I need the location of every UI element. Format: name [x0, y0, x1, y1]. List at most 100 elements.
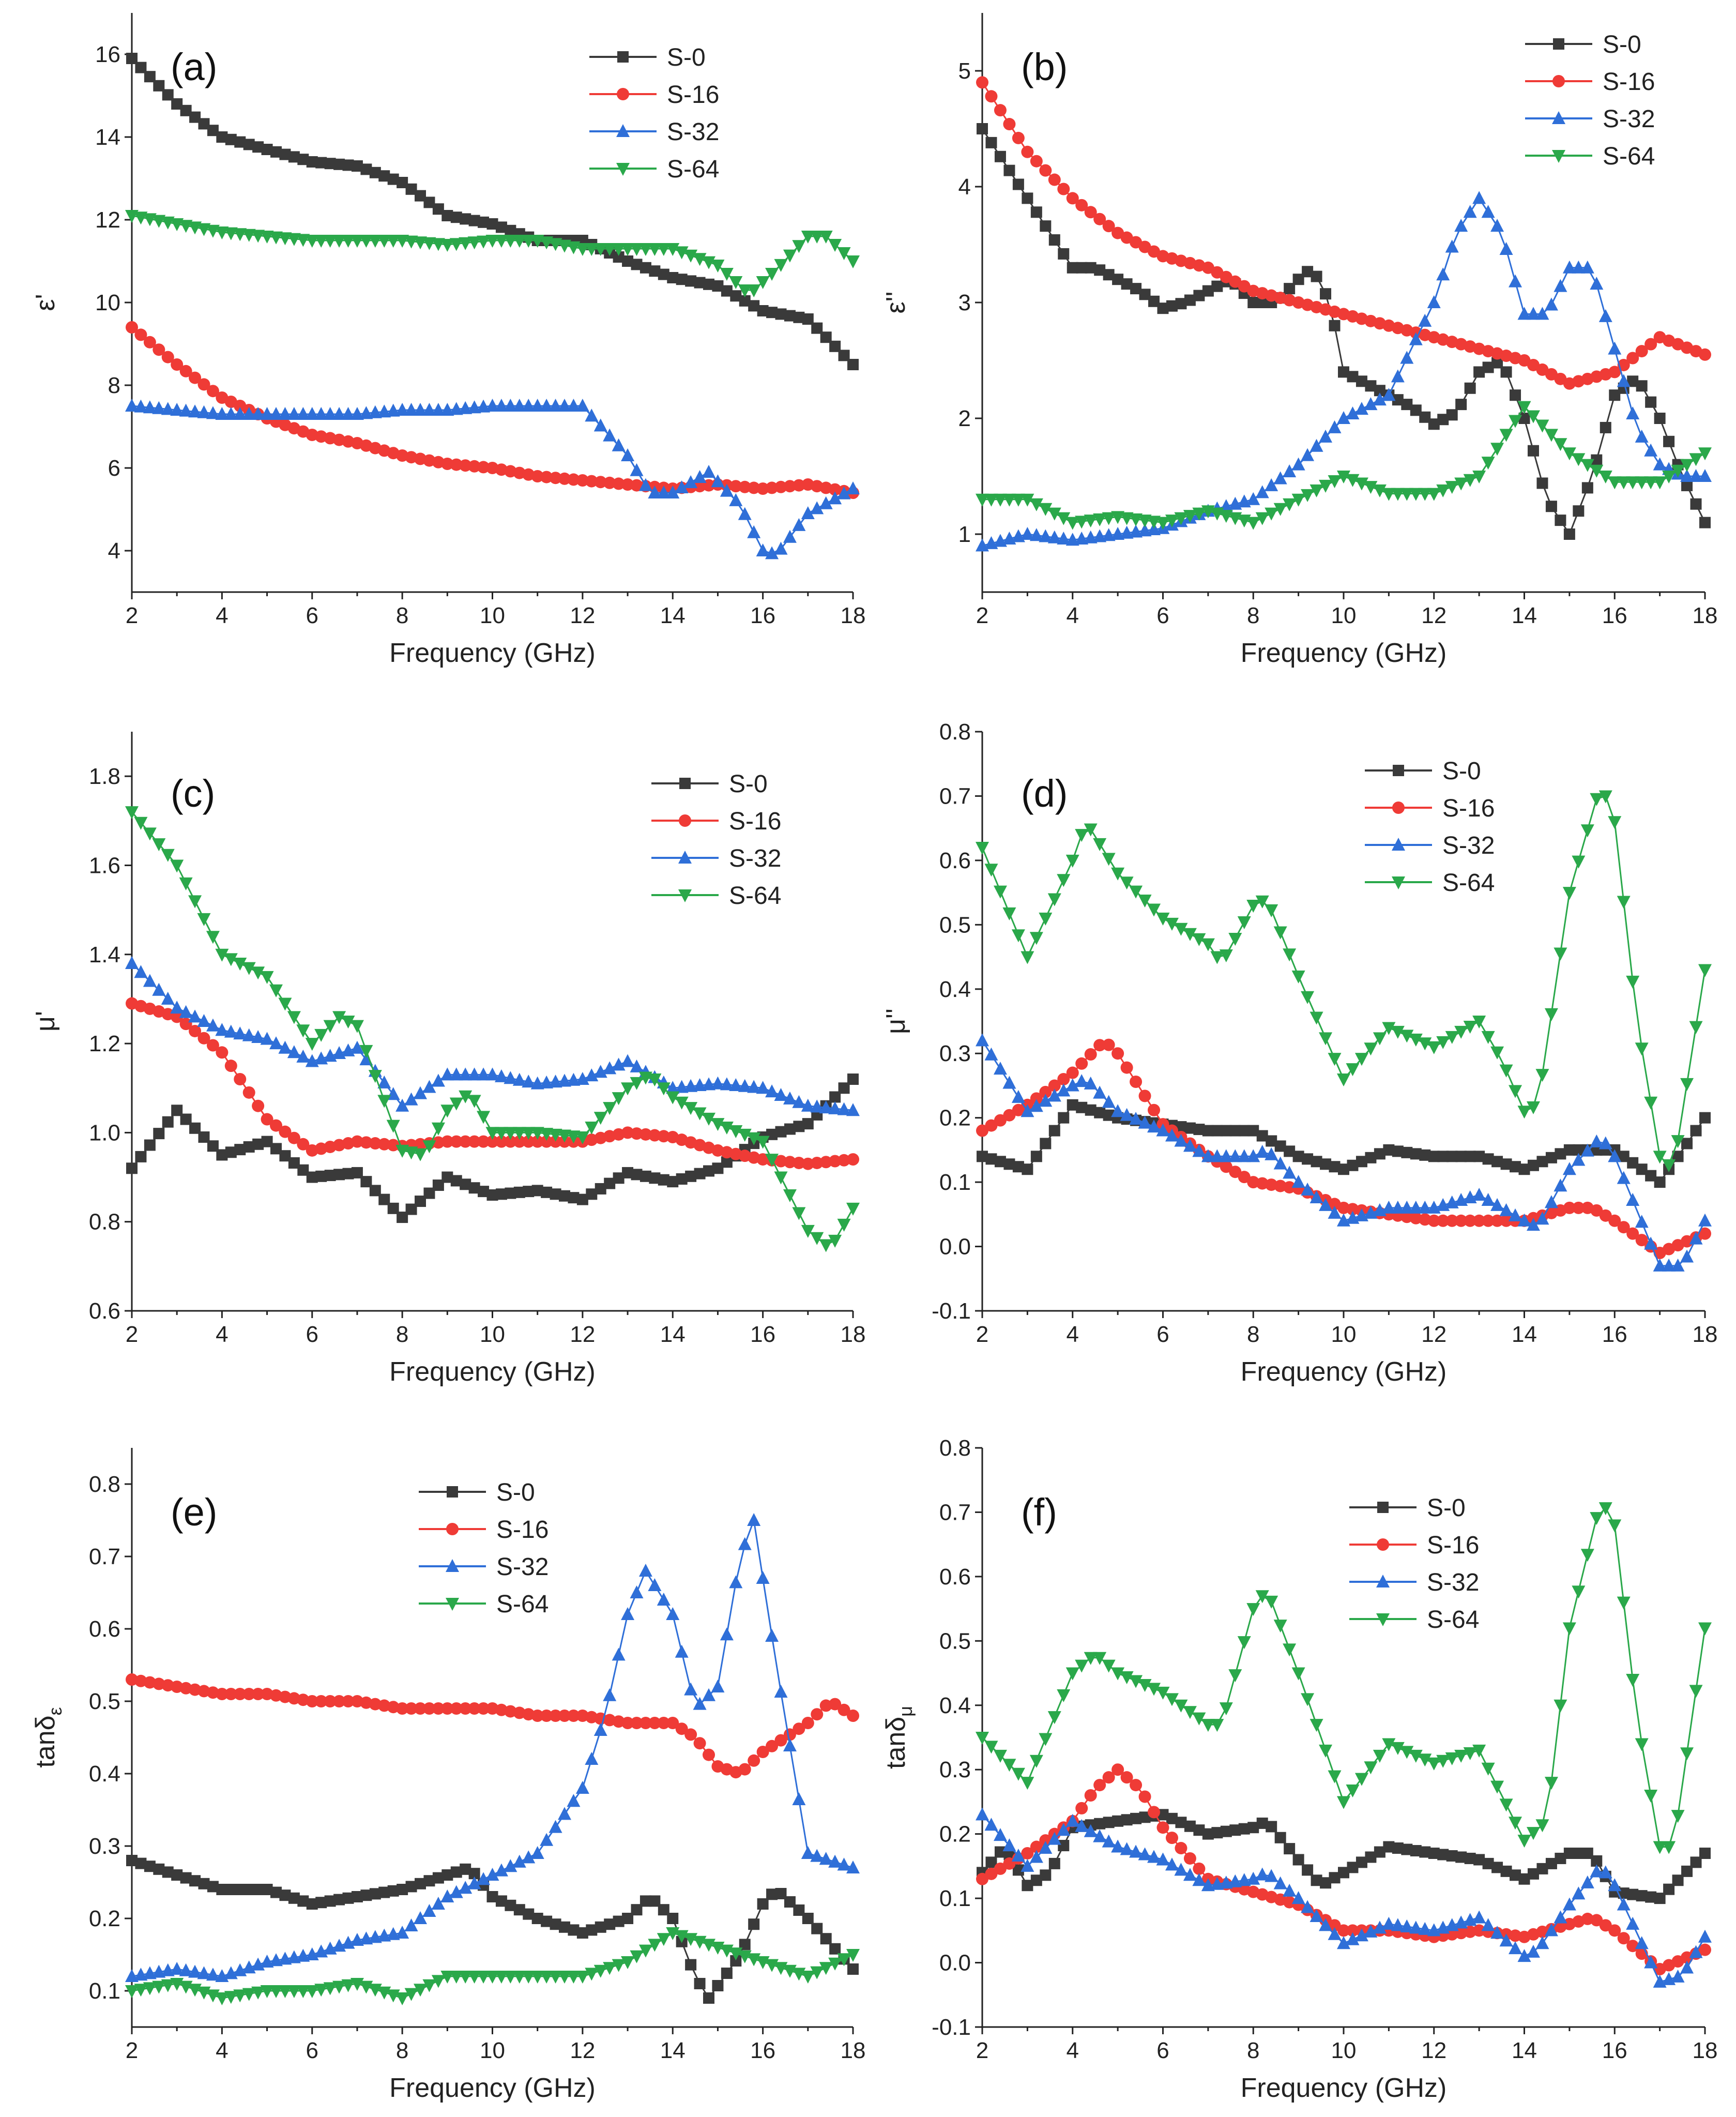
legend-marker-S-64: [1392, 876, 1405, 889]
data-point-S-32: [1490, 1198, 1504, 1211]
data-point-S-0: [1329, 1872, 1341, 1884]
data-point-S-0: [315, 1897, 327, 1909]
y-tick-label: 1.6: [89, 853, 120, 878]
data-point-S-32: [1039, 529, 1053, 542]
data-point-S-16: [1590, 1204, 1603, 1217]
data-point-S-64: [161, 849, 175, 862]
data-point-S-32: [143, 974, 157, 987]
data-point-S-64: [1373, 484, 1387, 497]
data-point-S-32: [459, 1881, 473, 1894]
data-point-S-32: [846, 1861, 860, 1873]
data-point-S-0: [1320, 288, 1332, 300]
data-point-S-64: [1102, 512, 1116, 525]
data-point-S-0: [1266, 1135, 1277, 1147]
data-point-S-32: [377, 404, 391, 418]
data-point-S-32: [675, 480, 689, 493]
data-point-S-0: [415, 1878, 426, 1889]
data-point-S-0: [613, 251, 625, 263]
data-point-S-16: [1445, 1214, 1458, 1227]
data-point-S-0: [1609, 389, 1621, 401]
data-point-S-0: [631, 1169, 643, 1181]
data-point-S-64: [540, 1971, 554, 1984]
data-point-S-32: [846, 1103, 860, 1116]
legend-label: S-16: [1427, 1532, 1479, 1559]
data-point-S-0: [306, 1171, 318, 1183]
data-point-S-16: [558, 1710, 571, 1722]
data-point-S-64: [1002, 907, 1016, 920]
data-point-S-64: [224, 1991, 238, 2004]
data-point-S-32: [522, 399, 536, 412]
data-point-S-32: [143, 400, 157, 414]
data-point-S-16: [333, 1695, 346, 1707]
data-point-S-64: [1283, 1643, 1297, 1657]
data-point-S-64: [585, 1122, 599, 1135]
data-point-S-64: [368, 1070, 382, 1083]
data-point-S-32: [1057, 1083, 1071, 1097]
data-point-S-0: [1067, 1099, 1078, 1111]
legend: S-0S-16S-32S-64: [419, 1479, 549, 1618]
data-point-S-0: [1627, 1157, 1639, 1169]
data-point-S-64: [648, 1073, 662, 1086]
data-point-S-0: [1202, 1828, 1214, 1840]
data-point-S-0: [1094, 1107, 1106, 1118]
data-point-S-64: [593, 243, 607, 256]
data-point-S-0: [576, 1927, 588, 1939]
data-point-S-32: [1228, 1149, 1242, 1162]
data-point-S-0: [1320, 1158, 1332, 1170]
data-point-S-32: [765, 1084, 779, 1098]
data-point-S-0: [1329, 320, 1341, 331]
data-point-S-16: [351, 1135, 363, 1148]
data-point-S-0: [324, 1170, 336, 1182]
x-tick-label: 14: [1512, 2038, 1537, 2063]
data-point-S-32: [1328, 1205, 1342, 1219]
data-point-S-32: [242, 407, 256, 420]
series-line-S-32: [981, 1814, 1706, 1983]
data-point-S-64: [1084, 1652, 1098, 1665]
data-point-S-0: [721, 1968, 733, 1979]
data-point-S-0: [198, 1878, 210, 1889]
data-point-S-64: [332, 1011, 346, 1024]
data-point-S-64: [612, 243, 626, 256]
data-point-S-64: [1084, 515, 1098, 528]
data-point-S-64: [368, 235, 382, 248]
data-point-S-64: [1255, 895, 1269, 909]
y-tick-label: 0.2: [939, 1106, 971, 1131]
data-point-S-32: [657, 1593, 671, 1606]
data-point-S-32: [1002, 1076, 1016, 1089]
data-point-S-32: [1409, 332, 1423, 345]
data-point-S-64: [711, 1118, 725, 1131]
data-point-S-16: [1626, 1227, 1639, 1240]
data-point-S-32: [197, 1014, 211, 1027]
data-point-S-32: [1192, 1144, 1206, 1157]
data-point-S-64: [540, 1128, 554, 1141]
data-point-S-32: [1572, 1153, 1586, 1166]
data-point-S-32: [269, 407, 283, 420]
data-point-S-64: [1472, 471, 1486, 483]
x-axis-title: Frequency (GHz): [389, 1357, 596, 1387]
data-point-S-16: [621, 478, 634, 491]
data-point-S-0: [1428, 1848, 1440, 1859]
data-point-S-32: [1255, 1145, 1269, 1158]
data-point-S-64: [305, 1985, 319, 1998]
x-tick-label: 16: [1602, 1322, 1627, 1347]
data-point-S-64: [1255, 512, 1269, 525]
data-point-S-64: [260, 971, 274, 984]
data-point-S-64: [1183, 1706, 1197, 1719]
data-point-S-0: [1112, 274, 1124, 285]
y-tick-label: 0.4: [89, 1761, 120, 1787]
data-point-S-32: [1382, 1200, 1396, 1214]
data-point-S-64: [1002, 1759, 1016, 1772]
data-point-S-64: [1093, 513, 1107, 526]
x-tick-label: 10: [480, 2038, 505, 2063]
data-point-S-0: [1464, 1852, 1476, 1864]
data-point-S-0: [1347, 1862, 1359, 1873]
data-point-S-0: [135, 1151, 147, 1162]
data-point-S-0: [811, 322, 823, 334]
data-point-S-32: [440, 403, 454, 416]
data-point-S-0: [1166, 300, 1178, 312]
data-point-S-64: [801, 231, 815, 244]
data-point-S-16: [1229, 1166, 1242, 1178]
data-point-S-64: [1554, 438, 1567, 451]
data-point-S-0: [1699, 1112, 1711, 1124]
data-point-S-16: [1455, 1214, 1468, 1227]
